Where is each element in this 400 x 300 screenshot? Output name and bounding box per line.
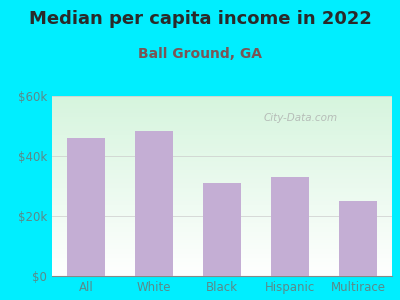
Text: City-Data.com: City-Data.com xyxy=(263,112,337,123)
Bar xyxy=(67,138,105,276)
Bar xyxy=(339,201,377,276)
Bar xyxy=(135,130,173,276)
Bar xyxy=(271,177,309,276)
Bar xyxy=(203,183,241,276)
Text: Ball Ground, GA: Ball Ground, GA xyxy=(138,46,262,61)
Text: Median per capita income in 2022: Median per capita income in 2022 xyxy=(28,11,372,28)
